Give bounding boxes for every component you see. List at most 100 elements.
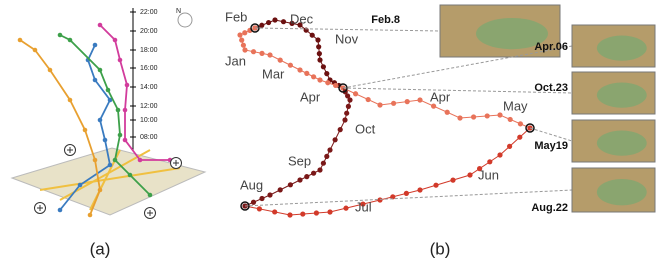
month-label: Nov bbox=[335, 31, 359, 46]
point bbox=[259, 51, 264, 56]
point bbox=[297, 177, 302, 182]
trajectory bbox=[100, 25, 170, 160]
point bbox=[93, 78, 98, 83]
point bbox=[417, 187, 422, 192]
point bbox=[445, 110, 450, 115]
point bbox=[98, 68, 103, 73]
time-label: 18:00 bbox=[140, 47, 158, 54]
point bbox=[138, 158, 143, 163]
point bbox=[58, 33, 63, 38]
point bbox=[48, 68, 53, 73]
point bbox=[315, 37, 320, 42]
point bbox=[148, 193, 153, 198]
point bbox=[317, 51, 322, 56]
point bbox=[288, 182, 293, 187]
point bbox=[242, 47, 247, 52]
point bbox=[123, 108, 128, 113]
point bbox=[93, 43, 98, 48]
point bbox=[317, 167, 322, 172]
point bbox=[272, 17, 277, 22]
point bbox=[278, 58, 283, 63]
point bbox=[267, 192, 272, 197]
point bbox=[346, 104, 351, 109]
date-label: Apr.06 bbox=[534, 41, 568, 53]
month-label: Aug bbox=[240, 177, 263, 192]
point bbox=[450, 178, 455, 183]
point bbox=[497, 112, 502, 117]
point bbox=[297, 67, 302, 72]
point bbox=[321, 161, 326, 166]
point bbox=[33, 48, 38, 53]
point bbox=[366, 97, 371, 102]
point bbox=[471, 114, 476, 119]
point bbox=[405, 99, 410, 104]
point bbox=[338, 127, 343, 132]
point bbox=[83, 128, 88, 133]
point bbox=[98, 23, 103, 28]
point bbox=[287, 212, 292, 217]
point bbox=[517, 135, 522, 140]
point bbox=[467, 172, 472, 177]
point bbox=[325, 80, 330, 85]
point bbox=[106, 88, 111, 93]
point bbox=[310, 33, 315, 38]
point bbox=[251, 49, 256, 54]
point bbox=[267, 52, 272, 57]
point bbox=[259, 196, 264, 201]
month-label: Oct bbox=[355, 121, 376, 136]
point bbox=[353, 91, 358, 96]
point bbox=[116, 108, 121, 113]
point bbox=[518, 121, 523, 126]
point bbox=[123, 138, 128, 143]
compass bbox=[178, 13, 192, 27]
point bbox=[324, 71, 329, 76]
point bbox=[18, 38, 23, 43]
time-label: 12:00 bbox=[140, 103, 158, 110]
point bbox=[113, 158, 118, 163]
point bbox=[507, 144, 512, 149]
point bbox=[68, 38, 73, 43]
point bbox=[343, 206, 348, 211]
point bbox=[281, 19, 286, 24]
date-label: Aug.22 bbox=[531, 202, 568, 214]
month-label: Apr bbox=[300, 89, 321, 104]
point bbox=[58, 208, 63, 213]
month-label: Jun bbox=[478, 167, 499, 182]
point bbox=[457, 115, 462, 120]
compass-label: N bbox=[176, 8, 181, 15]
time-label: 08:00 bbox=[140, 134, 158, 141]
map-thumbnail bbox=[597, 83, 647, 108]
point bbox=[300, 211, 305, 216]
point bbox=[239, 38, 244, 43]
point bbox=[417, 97, 422, 102]
point bbox=[88, 213, 93, 218]
time-label: 10:00 bbox=[140, 117, 158, 124]
point bbox=[314, 210, 319, 215]
panel-a: 22:0020:0018:0016:0014:0012:0010:0008:00… bbox=[12, 8, 205, 259]
point bbox=[317, 57, 322, 62]
point bbox=[242, 30, 247, 35]
point bbox=[304, 174, 309, 179]
point bbox=[278, 187, 283, 192]
month-label: May bbox=[503, 98, 528, 113]
point bbox=[118, 133, 123, 138]
date-label: Oct.23 bbox=[534, 82, 568, 94]
figure: 22:0020:0018:0016:0014:0012:0010:0008:00… bbox=[0, 0, 659, 267]
caption: (b) bbox=[430, 239, 451, 258]
point bbox=[497, 152, 502, 157]
point bbox=[404, 191, 409, 196]
point bbox=[433, 183, 438, 188]
month-label: Jul bbox=[355, 199, 372, 214]
point bbox=[125, 83, 130, 88]
date-label: Feb.8 bbox=[371, 14, 400, 26]
point bbox=[108, 163, 113, 168]
time-label: 20:00 bbox=[140, 28, 158, 35]
point bbox=[251, 200, 256, 205]
point bbox=[333, 137, 338, 142]
point bbox=[311, 74, 316, 79]
point bbox=[311, 171, 316, 176]
point bbox=[93, 158, 98, 163]
point bbox=[241, 43, 246, 48]
point bbox=[377, 102, 382, 107]
